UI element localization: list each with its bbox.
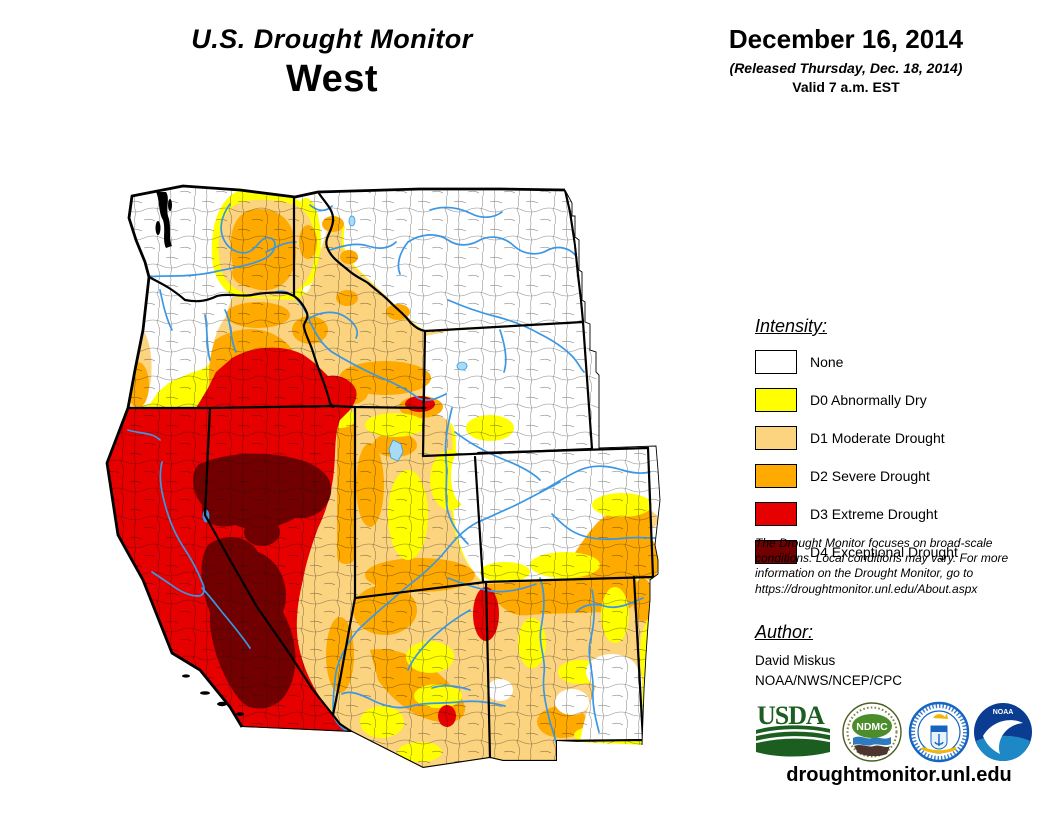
swatch-d2 xyxy=(755,464,797,488)
title-block: U.S. Drought Monitor West xyxy=(130,24,534,101)
legend-label: D0 Abnormally Dry xyxy=(810,392,927,408)
svg-text:NDMC: NDMC xyxy=(856,721,888,733)
legend-row-d1: D1 Moderate Drought xyxy=(755,426,1055,450)
usda-logo: USDA xyxy=(755,701,831,757)
disclaimer-text: The Drought Monitor focuses on broad-sca… xyxy=(755,536,1009,596)
author-org: NOAA/NWS/NCEP/CPC xyxy=(755,673,903,688)
author-heading: Author: xyxy=(755,622,814,642)
swatch-none xyxy=(755,350,797,374)
ndmc-logo: NDMC xyxy=(842,702,902,762)
map-date: December 16, 2014 xyxy=(728,24,964,54)
puget-sound xyxy=(155,192,172,248)
released-date: (Released Thursday, Dec. 18, 2014) xyxy=(729,60,963,76)
legend-label: D3 Extreme Drought xyxy=(810,506,938,522)
author-name: David Miskus xyxy=(755,653,836,668)
flathead-lake xyxy=(348,215,356,227)
legend-row-d2: D2 Severe Drought xyxy=(755,464,1055,488)
legend-label: D4 Exceptional Drought xyxy=(810,544,958,560)
channel-islands xyxy=(182,674,244,716)
legend-row-d3: D3 Extreme Drought xyxy=(755,502,1055,526)
footer-url: droughtmonitor.unl.edu xyxy=(786,764,1012,786)
legend-panel: Intensity: None D0 Abnormally Dry D1 Mod… xyxy=(755,316,1055,579)
date-block: December 16, 2014 (Released Thursday, De… xyxy=(698,24,994,95)
map-outer-border xyxy=(105,184,566,728)
great-salt-lake xyxy=(388,439,404,462)
svg-text:NOAA: NOAA xyxy=(993,709,1014,716)
region-title: West xyxy=(285,58,379,100)
swatch-d0 xyxy=(755,388,797,412)
svg-text:USDA: USDA xyxy=(757,701,825,730)
legend-row-d4: D4 Exceptional Drought xyxy=(755,540,1055,564)
legend-heading: Intensity: xyxy=(755,316,828,336)
legend-label: D2 Severe Drought xyxy=(810,468,930,484)
swatch-d3 xyxy=(755,502,797,526)
valid-time: Valid 7 a.m. EST xyxy=(792,79,900,95)
state-borders xyxy=(126,188,655,768)
legend-row-d0: D0 Abnormally Dry xyxy=(755,388,1055,412)
yellowstone-lake xyxy=(456,361,468,371)
swatch-d1 xyxy=(755,426,797,450)
page-title: U.S. Drought Monitor xyxy=(191,24,473,54)
noaa-logo: NOAA xyxy=(974,703,1032,761)
legend-row-none: None xyxy=(755,350,1055,374)
commerce-seal xyxy=(908,701,970,763)
county-lines-texture xyxy=(107,186,660,768)
salton-sea xyxy=(345,741,361,749)
swatch-d4 xyxy=(755,540,797,564)
legend-label: D1 Moderate Drought xyxy=(810,430,945,446)
map-east-margin xyxy=(564,189,661,746)
legend-label: None xyxy=(810,354,844,370)
logos-row: USDA NDMC xyxy=(755,701,1032,763)
